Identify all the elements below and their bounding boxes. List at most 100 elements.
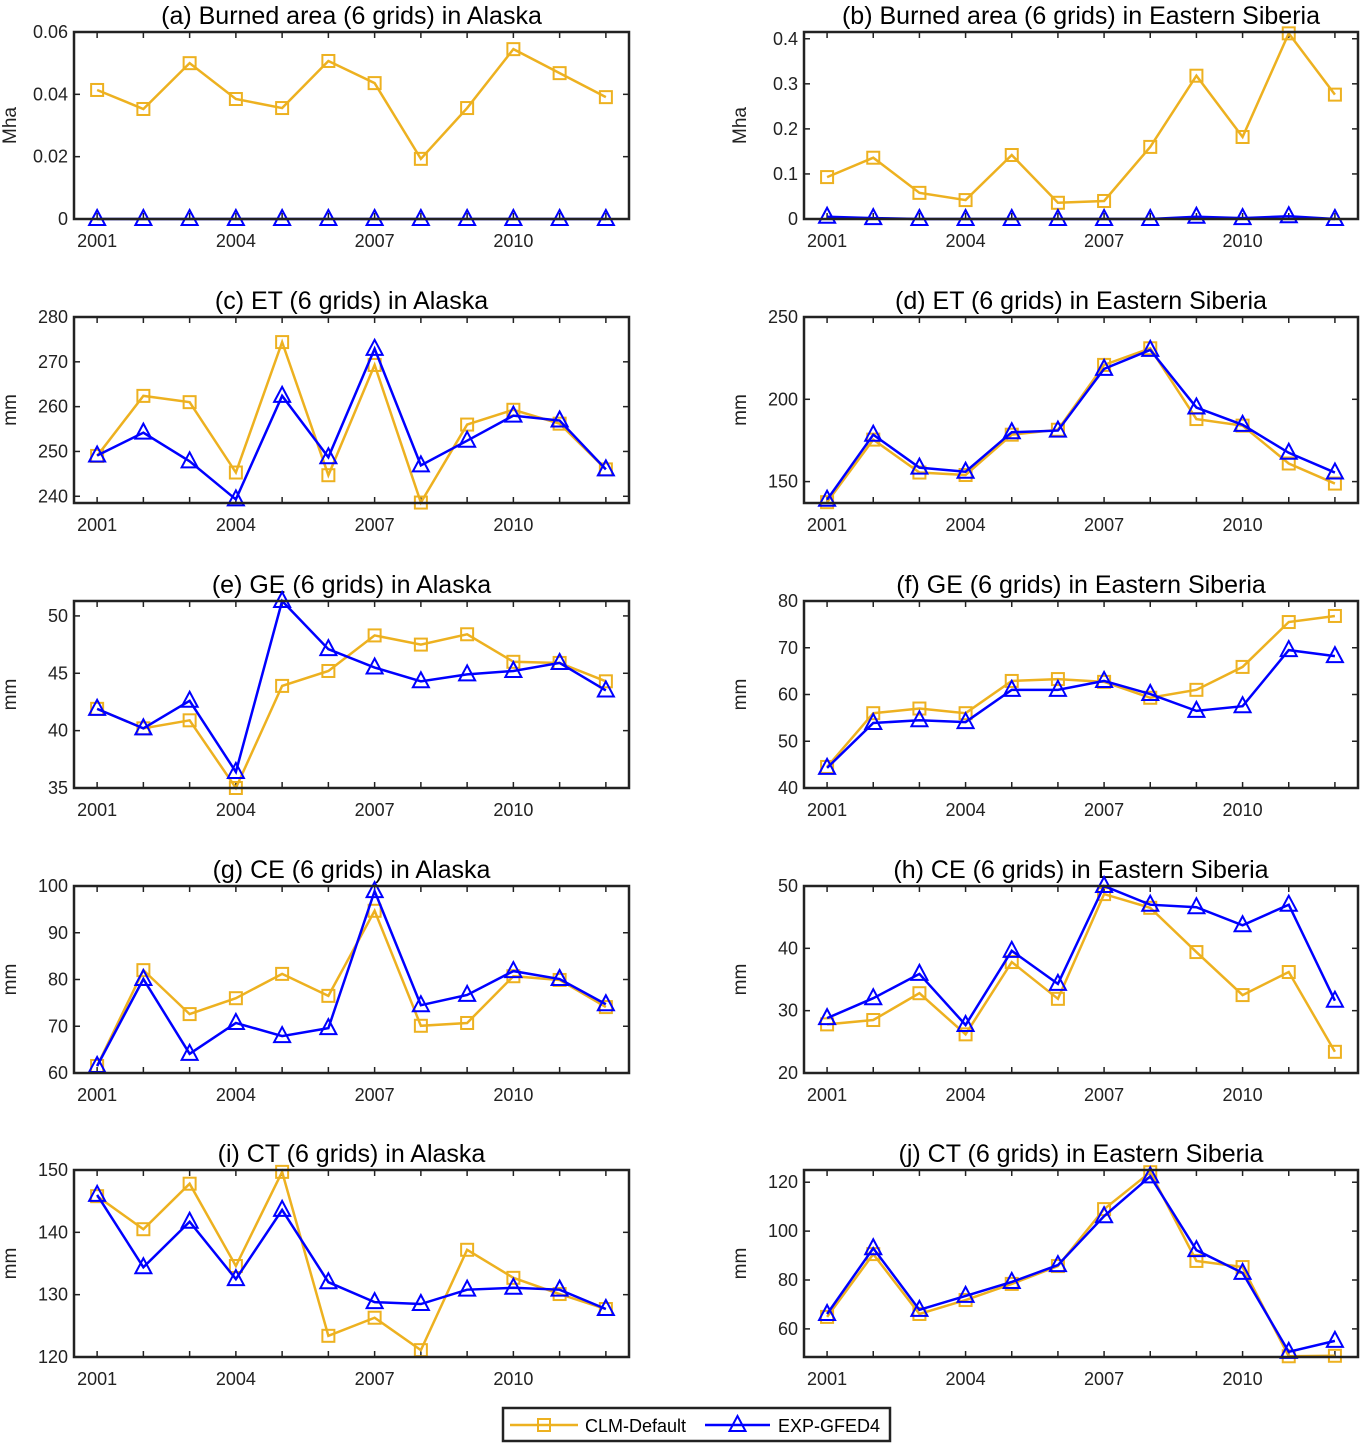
data-point [1048,207,1068,226]
data-point [367,628,382,643]
axes-box [72,599,631,790]
data-point [411,670,431,689]
x-tick-label: 2007 [355,1085,395,1105]
x-tick-label: 2004 [946,800,986,820]
data-point [958,193,973,208]
x-tick-label: 2010 [1223,1369,1263,1389]
x-tick-label: 2007 [355,231,395,251]
data-point [1279,205,1299,224]
square-marker-icon [537,1418,551,1432]
y-tick-label: 80 [778,591,798,611]
panel-a: (a) Burned area (6 grids) in Alaska Mha 20… [0,2,631,251]
y-tick-label: 0.2 [773,119,798,139]
data-point [133,717,154,736]
data-point [866,706,881,721]
data-point [1186,396,1207,415]
data-point [133,207,154,226]
data-point [275,678,290,693]
data-point [863,711,883,731]
data-point [275,1164,290,1179]
data-point [272,207,292,226]
y-tick-label: 120 [38,1347,68,1367]
x-tick-label: 2010 [1223,231,1263,251]
axes-box [72,30,631,221]
data-point [136,963,151,978]
y-tick-label: 0.1 [773,164,798,184]
data-point [549,967,570,987]
data-point [228,92,243,107]
series-line-clm-default [95,907,607,1067]
panel-title: (e) GE (6 grids) in Alaska [212,571,491,599]
data-point [133,1256,154,1275]
data-point [909,962,930,981]
data-point [1186,896,1207,915]
data-point [1140,207,1160,226]
axes-box [72,884,631,1075]
y-axis-label: mm [0,964,21,996]
y-tick-label: 0.4 [773,29,798,49]
series-line-clm-default [826,614,1336,768]
data-point [182,1176,197,1191]
data-point [1235,659,1250,674]
x-tick-label: 2001 [77,1085,117,1105]
y-tick-label: 50 [778,731,798,751]
data-point [1327,87,1342,102]
data-point [272,384,292,403]
x-tick-label: 2004 [946,1085,986,1105]
data-point [866,1013,881,1028]
panel-title: (g) CE (6 grids) in Alaska [213,856,491,884]
data-point [1235,129,1250,144]
axes-box [802,599,1360,790]
data-point [596,1297,616,1317]
data-point [364,207,385,226]
data-point [272,589,292,608]
data-point [318,446,339,465]
data-point [1097,193,1112,208]
data-point [1232,413,1253,432]
data-point [182,1007,197,1022]
data-point [321,53,336,68]
data-point [1281,965,1296,980]
axes-box [72,1168,631,1359]
data-point [318,638,339,657]
data-point [1002,678,1022,697]
data-point [1327,608,1342,623]
data-point [596,207,616,226]
data-point [460,1015,475,1030]
data-point [1232,206,1253,226]
data-point [226,488,246,507]
data-point [87,1183,107,1202]
series-line-clm-default [96,1168,607,1353]
axes-box [802,884,1360,1075]
data-point [136,388,151,403]
data-point [318,207,339,226]
x-tick-label: 2001 [807,800,847,820]
data-point [275,966,290,981]
axes-box [72,315,631,505]
data-point [226,1267,246,1287]
data-point [1140,682,1160,702]
series-line-exp-gfed4 [826,1174,1336,1354]
data-point [552,66,567,81]
data-point [1094,207,1114,226]
data-point [598,90,613,105]
data-point [179,1210,200,1229]
data-point [817,1302,837,1321]
x-tick-label: 2004 [946,1369,986,1389]
y-tick-label: 130 [38,1285,68,1305]
data-point [457,1278,477,1297]
data-point [460,101,475,116]
data-point [506,1270,521,1285]
y-tick-label: 280 [38,307,68,327]
data-point [87,207,107,226]
x-tick-label: 2010 [1223,515,1263,535]
x-tick-label: 2010 [493,231,533,251]
data-point [955,207,976,226]
y-tick-label: 270 [38,352,68,372]
data-point [179,207,200,226]
y-tick-label: 50 [48,606,68,626]
data-point [1279,638,1299,658]
x-tick-label: 2001 [77,800,117,820]
data-point [1002,207,1022,226]
y-tick-label: 40 [778,778,798,798]
